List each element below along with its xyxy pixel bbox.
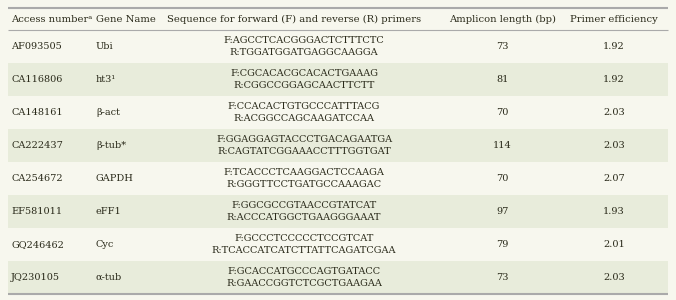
Text: Amplicon length (bp): Amplicon length (bp) [449,14,556,24]
Text: CA222437: CA222437 [11,141,63,150]
Text: F:GGAGGAGTACCCTGACAGAATGA: F:GGAGGAGTACCCTGACAGAATGA [216,135,392,144]
Text: R:TGGATGGATGAGGCAAGGA: R:TGGATGGATGAGGCAAGGA [230,48,379,57]
Text: R:GAACCGGTCTCGCTGAAGAA: R:GAACCGGTCTCGCTGAAGAA [226,279,382,288]
Text: JQ230105: JQ230105 [11,273,60,282]
Text: EF581011: EF581011 [11,207,62,216]
Text: R:ACGGCCAGCAAGATCCAA: R:ACGGCCAGCAAGATCCAA [233,114,375,123]
Text: ht3¹: ht3¹ [96,75,116,84]
Text: AF093505: AF093505 [11,42,62,51]
Text: F:CCACACTGTGCCCATTTACG: F:CCACACTGTGCCCATTTACG [228,102,380,111]
Text: β-act: β-act [96,108,120,117]
Text: 1.92: 1.92 [603,75,625,84]
Text: GAPDH: GAPDH [96,174,134,183]
Text: Gene Name: Gene Name [96,14,156,23]
Text: CA116806: CA116806 [11,75,62,84]
Text: Sequence for forward (F) and reverse (R) primers: Sequence for forward (F) and reverse (R)… [167,14,421,24]
Text: 1.92: 1.92 [603,42,625,51]
Text: 1.93: 1.93 [603,207,625,216]
Text: R:TCACCATCATCTTATTCAGATCGAA: R:TCACCATCATCTTATTCAGATCGAA [212,246,396,255]
Text: R:CGGCCGGAGCAACTTCTT: R:CGGCCGGAGCAACTTCTT [233,81,375,90]
Text: 2.07: 2.07 [603,174,625,183]
Text: β-tub*: β-tub* [96,141,126,150]
Text: 2.03: 2.03 [603,141,625,150]
Text: F:TCACCCTCAAGGACTCCAAGA: F:TCACCCTCAAGGACTCCAAGA [224,168,385,177]
Text: 73: 73 [496,42,509,51]
Text: 70: 70 [496,108,508,117]
Text: F:GCACCATGCCCAGTGATACC: F:GCACCATGCCCAGTGATACC [227,267,381,276]
Text: Ubi: Ubi [96,42,114,51]
Text: 2.03: 2.03 [603,273,625,282]
Text: R:ACCCATGGCTGAAGGGAAAT: R:ACCCATGGCTGAAGGGAAAT [226,213,381,222]
Text: 114: 114 [493,141,512,150]
Text: F:CGCACACGCACACTGAAAG: F:CGCACACGCACACTGAAAG [230,69,378,78]
Text: 2.01: 2.01 [603,240,625,249]
Text: 81: 81 [496,75,508,84]
Text: CA254672: CA254672 [11,174,63,183]
Text: Cyc: Cyc [96,240,114,249]
Text: Primer efficiency: Primer efficiency [570,14,658,23]
Text: R:CAGTATCGGAAACCTTTGGTGAT: R:CAGTATCGGAAACCTTTGGTGAT [217,147,391,156]
Text: Access numberᵃ: Access numberᵃ [11,14,92,23]
Text: 70: 70 [496,174,508,183]
Text: 79: 79 [496,240,508,249]
Bar [8,261,668,294]
Text: CA148161: CA148161 [11,108,63,117]
Text: F:AGCCTCACGGGACTCTTTCTC: F:AGCCTCACGGGACTCTTTCTC [224,36,385,45]
Text: 73: 73 [496,273,509,282]
Text: eFF1: eFF1 [96,207,122,216]
Bar [8,129,668,162]
Text: α-tub: α-tub [96,273,122,282]
Text: F:GGCGCCGTAACCGTATCAT: F:GGCGCCGTAACCGTATCAT [231,201,377,210]
Text: 2.03: 2.03 [603,108,625,117]
Text: R:GGGTTCCTGATGCCAAAGAC: R:GGGTTCCTGATGCCAAAGAC [226,180,381,189]
Bar [8,195,668,228]
Text: 97: 97 [496,207,508,216]
Bar [8,63,668,96]
Text: GQ246462: GQ246462 [11,240,64,249]
Text: F:GCCCTCCCCCTCCGTCAT: F:GCCCTCCCCCTCCGTCAT [235,234,374,243]
